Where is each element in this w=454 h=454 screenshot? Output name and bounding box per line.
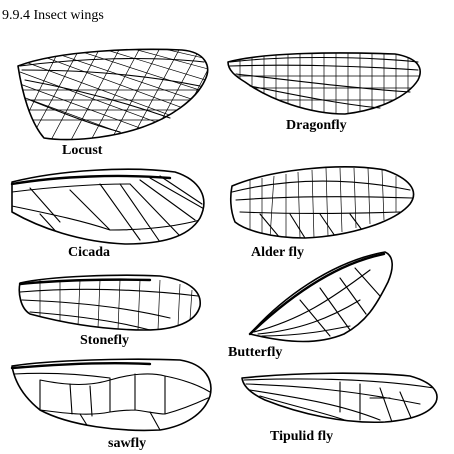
label-alder-fly: Alder fly (251, 245, 305, 260)
stonefly-wing (18, 274, 201, 331)
dragonfly-wing (227, 52, 421, 115)
butterfly-wing (248, 251, 393, 343)
tipulid-fly-wing (241, 372, 438, 424)
alder-fly-wing (229, 166, 415, 239)
figure-heading: 9.9.4 Insect wings (2, 8, 104, 23)
locust-wing (17, 48, 209, 141)
label-sawfly: sawfly (108, 436, 147, 451)
label-stonefly: Stonefly (80, 333, 129, 348)
sawfly-wing (10, 358, 212, 432)
label-cicada: Cicada (68, 245, 110, 260)
label-butterfly: Butterfly (228, 345, 283, 360)
cicada-wing (10, 168, 205, 245)
label-dragonfly: Dragonfly (286, 118, 347, 133)
label-tipulid-fly: Tipulid fly (270, 429, 334, 444)
label-locust: Locust (62, 143, 103, 158)
